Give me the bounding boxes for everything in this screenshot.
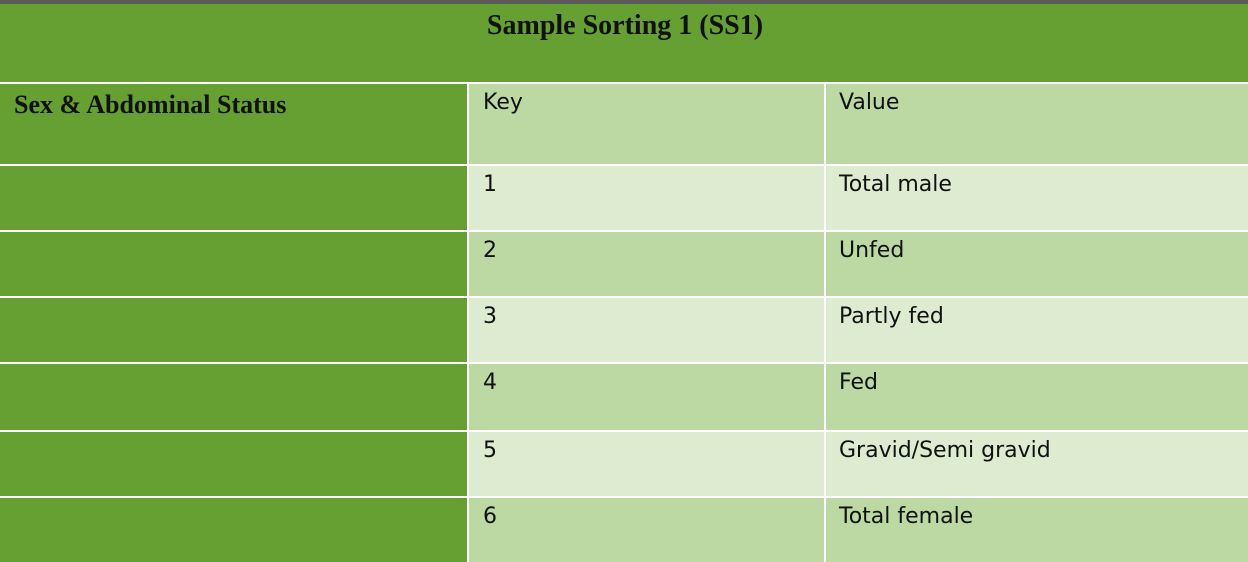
label-spacer-3	[0, 298, 467, 362]
label-spacer-2	[0, 232, 467, 296]
row-4-value: Fed	[826, 364, 1248, 430]
row-label-cell: Sex & Abdominal Status	[0, 84, 467, 164]
row-5-value: Gravid/Semi gravid	[826, 432, 1248, 496]
row-6-value: Total female	[826, 498, 1248, 562]
row-3-value: Partly fed	[826, 298, 1248, 362]
header-value: Value	[826, 84, 1248, 164]
row-label: Sex & Abdominal Status	[14, 90, 287, 119]
row-2-value: Unfed	[826, 232, 1248, 296]
row-6-key: 6	[469, 498, 824, 562]
row-1-key: 1	[469, 166, 824, 230]
label-spacer-6	[0, 498, 467, 562]
table-title: Sample Sorting 1 (SS1)	[486, 10, 764, 41]
sample-sorting-table: Sample Sorting 1 (SS1) Sex & Abdominal S…	[0, 4, 1248, 562]
label-spacer-1	[0, 166, 467, 230]
label-spacer-5	[0, 432, 467, 496]
row-2-key: 2	[469, 232, 824, 296]
label-spacer-4	[0, 364, 467, 430]
header-key: Key	[469, 84, 824, 164]
row-3-key: 3	[469, 298, 824, 362]
table-title-cell: Sample Sorting 1 (SS1)	[0, 4, 1248, 82]
row-4-key: 4	[469, 364, 824, 430]
row-5-key: 5	[469, 432, 824, 496]
row-1-value: Total male	[826, 166, 1248, 230]
top-border	[0, 0, 1248, 4]
